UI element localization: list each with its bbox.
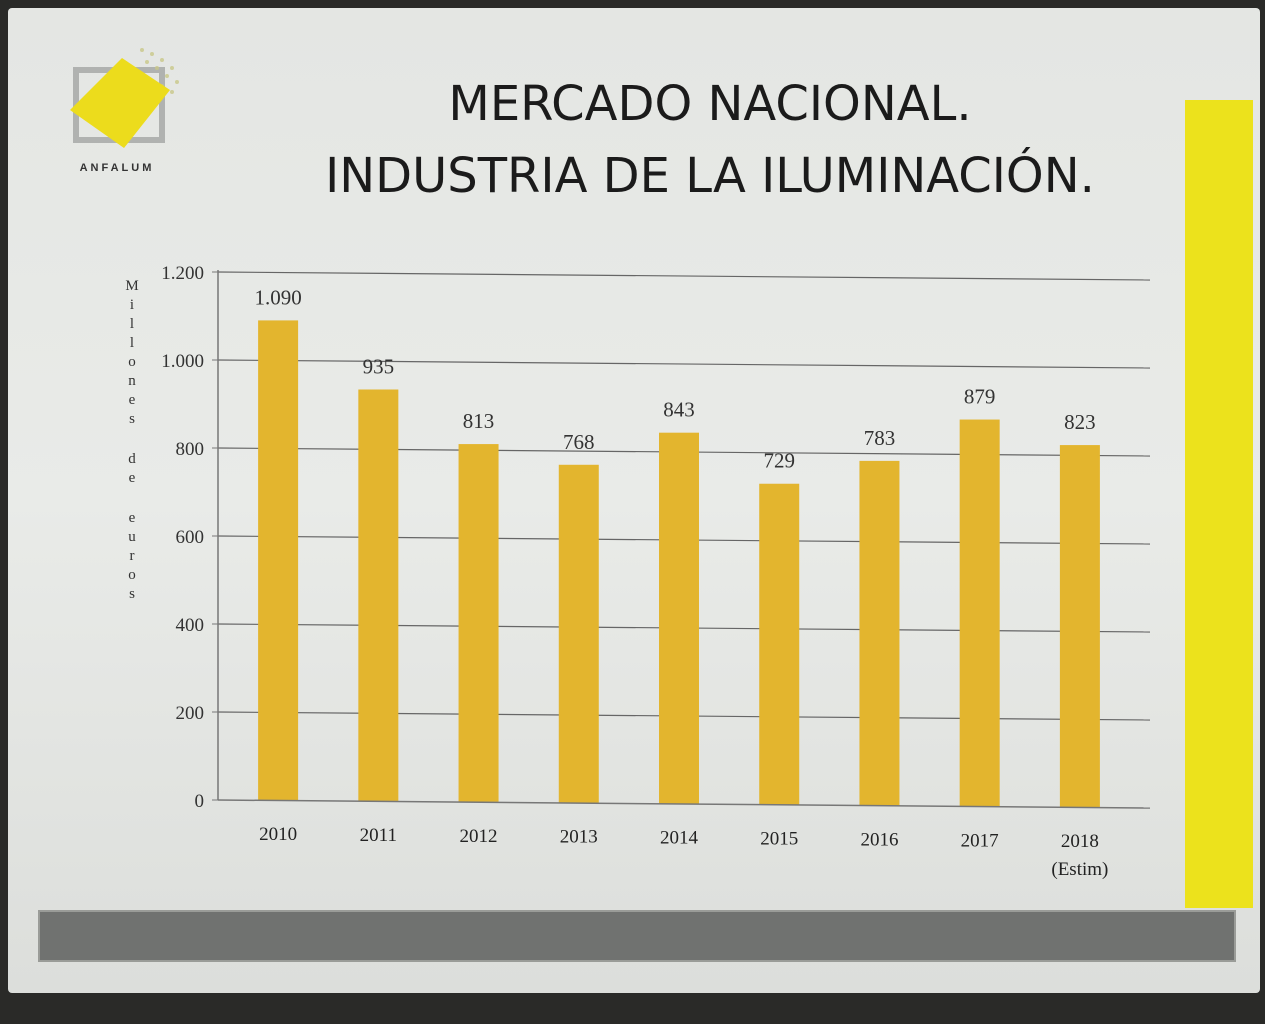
data-label: 843: [663, 398, 695, 422]
bar-2013: [558, 464, 599, 803]
y-axis-label-char: e: [129, 510, 136, 526]
x-tick-label: 2012: [460, 826, 498, 847]
y-axis-label-char: i: [130, 297, 134, 313]
gridline: [217, 359, 1151, 369]
y-axis-label-char: e: [129, 392, 136, 408]
logo-mark: [70, 48, 179, 148]
y-axis-label-char: n: [128, 373, 136, 389]
y-axis-label-char: s: [129, 411, 135, 427]
bar-2015: [759, 483, 800, 805]
y-axis-label-char: r: [130, 548, 135, 564]
bar-2018: [1059, 445, 1100, 808]
x-tick-sublabel: (Estim): [1051, 859, 1108, 880]
y-axis-label-char: M: [125, 278, 138, 294]
data-label: 813: [463, 409, 495, 433]
y-axis-label-char: d: [128, 451, 136, 467]
bar-2014: [659, 432, 699, 804]
x-tick-label: 2016: [860, 829, 898, 850]
y-tick-label: 1.200: [161, 263, 204, 284]
data-label: 879: [964, 385, 996, 409]
slide: [8, 8, 1260, 993]
x-tick-label: 2011: [360, 825, 397, 846]
gridline: [217, 271, 1151, 281]
data-label: 1.090: [254, 285, 301, 309]
bar-2016: [859, 460, 900, 806]
data-label: 768: [563, 430, 595, 454]
anfalum-logo: ANFALUM: [62, 40, 202, 220]
y-axis-label-char: o: [128, 567, 136, 583]
y-axis-label-char: e: [129, 470, 136, 486]
bar-2017: [959, 419, 1000, 807]
data-label: 783: [864, 426, 896, 450]
x-tick-label: 2013: [560, 827, 598, 848]
y-tick-label: 1.000: [161, 351, 204, 372]
y-tick-label: 800: [176, 439, 205, 460]
y-tick-label: 400: [176, 615, 205, 636]
y-axis-label-char: l: [130, 335, 134, 351]
y-axis-label-char: l: [130, 316, 134, 332]
y-axis-label-char: s: [129, 586, 135, 602]
bar-2010: [258, 320, 299, 800]
x-tick-label: 2018: [1061, 831, 1099, 852]
x-tick-label: 2017: [961, 830, 999, 851]
bar-2011: [358, 389, 399, 801]
data-label: 823: [1064, 410, 1096, 434]
y-tick-label: 200: [176, 703, 205, 724]
x-tick-label: 2014: [660, 828, 699, 849]
title-line-1: MERCADO NACIONAL.: [448, 76, 972, 132]
y-axis-label-char: u: [128, 529, 136, 545]
data-label: 729: [763, 449, 795, 473]
x-axis-line: [217, 799, 1151, 809]
slide-title: MERCADO NACIONAL. INDUSTRIA DE LA ILUMIN…: [260, 68, 1160, 212]
data-label: 935: [363, 355, 395, 379]
y-tick-label: 600: [176, 527, 205, 548]
y-tick-label: 0: [195, 791, 205, 812]
bar-2012: [458, 444, 499, 802]
title-line-2: INDUSTRIA DE LA ILUMINACIÓN.: [325, 148, 1095, 204]
x-tick-label: 2015: [760, 829, 798, 850]
logo-text: ANFALUM: [79, 162, 155, 174]
accent-strip: [1185, 100, 1253, 908]
y-axis-label-char: o: [128, 354, 136, 370]
x-tick-label: 2010: [259, 824, 297, 845]
footer-bar: [38, 910, 1236, 962]
